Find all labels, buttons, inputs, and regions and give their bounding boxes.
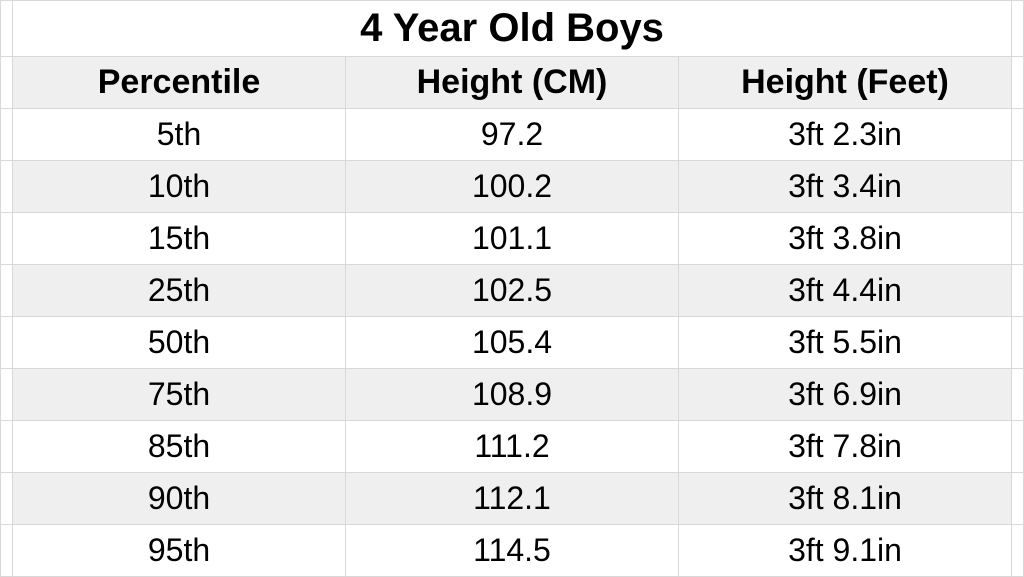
edge-cell (1012, 473, 1024, 525)
cell-height-feet: 3ft 3.8in (679, 213, 1012, 265)
col-header-height-cm: Height (CM) (346, 57, 679, 109)
edge-cell (1, 473, 13, 525)
table-title: 4 Year Old Boys (13, 1, 1012, 57)
edge-cell (1012, 317, 1024, 369)
edge-cell (1, 161, 13, 213)
cell-height-feet: 3ft 8.1in (679, 473, 1012, 525)
table-row: 5th 97.2 3ft 2.3in (1, 109, 1024, 161)
edge-cell (1, 57, 13, 109)
table-row: 95th 114.5 3ft 9.1in (1, 525, 1024, 577)
table-row: 10th 100.2 3ft 3.4in (1, 161, 1024, 213)
edge-cell (1, 369, 13, 421)
edge-cell (1012, 161, 1024, 213)
height-percentile-table: 4 Year Old Boys Percentile Height (CM) H… (0, 0, 1024, 577)
cell-height-cm: 100.2 (346, 161, 679, 213)
cell-height-feet: 3ft 6.9in (679, 369, 1012, 421)
edge-cell (1, 109, 13, 161)
table-row: 75th 108.9 3ft 6.9in (1, 369, 1024, 421)
cell-height-cm: 114.5 (346, 525, 679, 577)
cell-height-feet: 3ft 5.5in (679, 317, 1012, 369)
cell-height-cm: 112.1 (346, 473, 679, 525)
cell-height-cm: 105.4 (346, 317, 679, 369)
edge-cell (1012, 1, 1024, 57)
cell-height-feet: 3ft 2.3in (679, 109, 1012, 161)
edge-cell (1012, 57, 1024, 109)
cell-height-cm: 97.2 (346, 109, 679, 161)
col-header-height-feet: Height (Feet) (679, 57, 1012, 109)
cell-percentile: 90th (13, 473, 346, 525)
table-header-row: Percentile Height (CM) Height (Feet) (1, 57, 1024, 109)
cell-height-feet: 3ft 3.4in (679, 161, 1012, 213)
edge-cell (1, 525, 13, 577)
cell-percentile: 25th (13, 265, 346, 317)
cell-height-cm: 108.9 (346, 369, 679, 421)
edge-cell (1, 421, 13, 473)
edge-cell (1, 1, 13, 57)
edge-cell (1012, 109, 1024, 161)
table-row: 25th 102.5 3ft 4.4in (1, 265, 1024, 317)
cell-percentile: 95th (13, 525, 346, 577)
edge-cell (1, 213, 13, 265)
cell-percentile: 5th (13, 109, 346, 161)
edge-cell (1012, 421, 1024, 473)
table-row: 50th 105.4 3ft 5.5in (1, 317, 1024, 369)
table-row: 90th 112.1 3ft 8.1in (1, 473, 1024, 525)
table-title-row: 4 Year Old Boys (1, 1, 1024, 57)
cell-percentile: 75th (13, 369, 346, 421)
cell-height-cm: 111.2 (346, 421, 679, 473)
edge-cell (1, 317, 13, 369)
cell-height-cm: 101.1 (346, 213, 679, 265)
edge-cell (1012, 265, 1024, 317)
table-row: 15th 101.1 3ft 3.8in (1, 213, 1024, 265)
cell-percentile: 15th (13, 213, 346, 265)
cell-height-feet: 3ft 4.4in (679, 265, 1012, 317)
cell-percentile: 85th (13, 421, 346, 473)
cell-height-feet: 3ft 7.8in (679, 421, 1012, 473)
edge-cell (1, 265, 13, 317)
col-header-percentile: Percentile (13, 57, 346, 109)
edge-cell (1012, 525, 1024, 577)
cell-height-feet: 3ft 9.1in (679, 525, 1012, 577)
edge-cell (1012, 369, 1024, 421)
cell-percentile: 10th (13, 161, 346, 213)
cell-percentile: 50th (13, 317, 346, 369)
cell-height-cm: 102.5 (346, 265, 679, 317)
table-row: 85th 111.2 3ft 7.8in (1, 421, 1024, 473)
edge-cell (1012, 213, 1024, 265)
